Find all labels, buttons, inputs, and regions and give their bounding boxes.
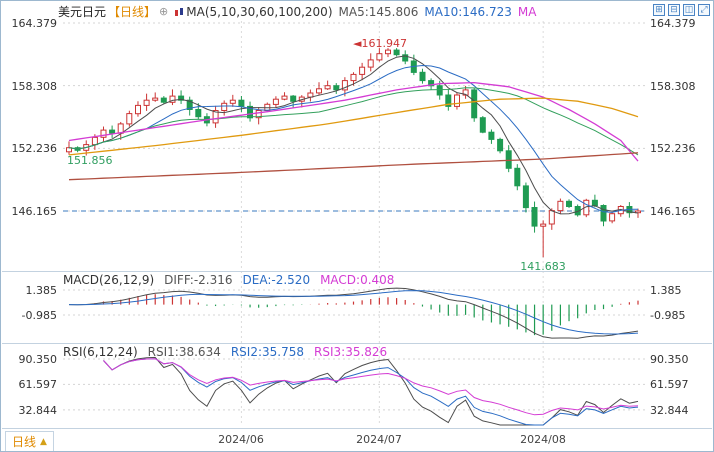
price-tick-right: 146.165 (650, 205, 696, 218)
macd-tick-left: -0.985 (21, 309, 57, 322)
add-indicator-icon[interactable]: ⊕ (159, 5, 169, 18)
rsi-tick-left: 32.844 (18, 404, 58, 417)
price-peak-marker-icon: ◄ (353, 37, 362, 50)
dea-value: DEA:-2.520 (242, 273, 311, 287)
window-controls: ⊞ ⊟ ◫ ⤢ (653, 4, 710, 16)
rsi-tick-right: 61.597 (650, 378, 689, 391)
price-tick-right: 152.236 (650, 142, 696, 155)
panel-divider (2, 343, 712, 344)
macd-title: MACD(26,12,9) (63, 273, 155, 287)
split-horizontal-icon[interactable]: ⊟ (668, 4, 680, 16)
period-label: 日线 (12, 435, 37, 449)
ma-more-value: MA (517, 4, 537, 19)
rsi-tick-right: 90.350 (650, 353, 689, 366)
price-tick-left: 146.165 (11, 205, 58, 218)
price-tick-left: 158.308 (11, 80, 58, 93)
macd-tick-left: 1.385 (25, 284, 58, 297)
low-price-label: 141.683 (520, 260, 566, 273)
x-axis-label: 2024/08 (520, 433, 566, 446)
rsi3-value: RSI3:35.826 (314, 345, 388, 359)
high-price-label: ◄161.947 (353, 37, 407, 50)
expand-icon[interactable]: ⤢ (698, 4, 710, 16)
split-vertical-icon[interactable]: ◫ (683, 4, 695, 16)
ma5-value: MA5:145.806 (338, 4, 419, 19)
symbol-name: 美元日元 (58, 5, 107, 19)
rsi2-value: RSI2:35.758 (230, 345, 305, 359)
grid-layout-icon[interactable]: ⊞ (653, 4, 665, 16)
panel-divider (2, 428, 712, 429)
dropdown-arrow-icon: ▲ (40, 436, 47, 447)
chart-header: 美元日元 【日线】 ⊕ MA(5,10,30,60,100,200) MA5:145… (58, 3, 536, 20)
rsi-tick-left: 90.350 (18, 353, 58, 366)
price-tick-left: 164.379 (11, 17, 58, 30)
macd-header: MACD(26,12,9) DIFF:-2.316 DEA:-2.520 MAC… (63, 273, 394, 287)
x-axis-label: 2024/07 (356, 433, 402, 446)
ma10-value: MA10:146.723 (424, 4, 512, 19)
period-selector[interactable]: 日线 ▲ (5, 431, 54, 451)
rsi-tick-left: 61.597 (18, 378, 58, 391)
price-tick-right: 158.308 (650, 80, 696, 93)
rsi-title: RSI(6,12,24) (63, 345, 138, 359)
x-axis-label: 2024/06 (218, 433, 264, 446)
price-tick-left: 152.236 (11, 142, 58, 155)
macd-tick-right: 1.385 (650, 284, 682, 297)
diff-value: DIFF:-2.316 (164, 273, 233, 287)
panel-divider (2, 271, 712, 272)
ma-settings-label: MA(5,10,30,60,100,200) (186, 4, 333, 19)
early-low-price-label: 151.856 (67, 154, 113, 167)
rsi-header: RSI(6,12,24) RSI1:38.634 RSI2:35.758 RSI… (63, 345, 387, 359)
macd-value: MACD:0.408 (320, 273, 395, 287)
ma-legend-icon (175, 7, 184, 16)
rsi1-value: RSI1:38.634 (147, 345, 221, 359)
price-tick-right: 164.379 (650, 17, 696, 30)
rsi-tick-right: 32.844 (650, 404, 689, 417)
period-badge: 【日线】 (108, 5, 157, 19)
macd-tick-right: -0.985 (650, 309, 686, 322)
